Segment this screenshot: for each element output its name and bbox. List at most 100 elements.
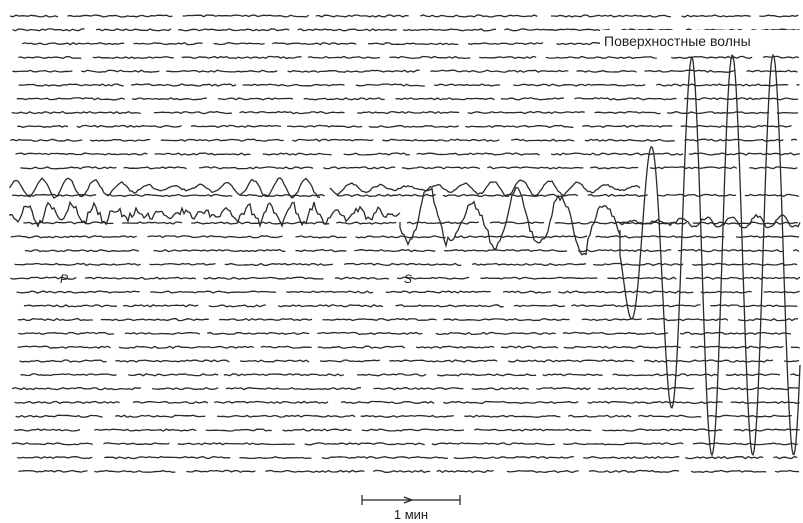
trace: [148, 236, 283, 238]
trace: [134, 43, 203, 45]
trace: [763, 56, 799, 58]
trace: [507, 471, 579, 473]
trace: [18, 471, 87, 473]
trace: [691, 470, 766, 472]
trace: [791, 139, 797, 140]
trace: [368, 43, 458, 45]
trace: [708, 415, 792, 417]
trace: [283, 429, 352, 431]
trace: [17, 457, 92, 459]
trace: [791, 374, 800, 375]
trace: [17, 291, 140, 293]
trace: [318, 346, 405, 348]
trace: [20, 167, 116, 169]
trace: [199, 167, 313, 169]
trace: [16, 153, 148, 155]
trace: [265, 470, 364, 472]
trace: [354, 250, 435, 252]
trace: [357, 374, 426, 376]
trace: [18, 57, 81, 59]
trace: [738, 319, 798, 321]
trace: [20, 360, 107, 362]
trace: [119, 346, 254, 348]
event-trace: [620, 215, 800, 228]
trace: [155, 153, 251, 155]
trace: [123, 305, 198, 307]
trace: [373, 470, 430, 472]
trace: [434, 84, 500, 86]
trace: [322, 457, 448, 459]
trace: [12, 443, 93, 445]
time-scale: [362, 495, 460, 505]
trace: [582, 125, 672, 127]
trace: [361, 416, 454, 418]
trace: [287, 125, 362, 127]
trace: [93, 57, 174, 59]
trace: [240, 360, 309, 362]
trace: [536, 388, 590, 390]
trace: [487, 167, 583, 169]
trace: [178, 443, 295, 445]
trace: [468, 43, 543, 45]
trace: [389, 360, 497, 362]
trace: [551, 153, 683, 155]
trace: [745, 194, 799, 196]
trace: [11, 236, 137, 238]
trace: [16, 415, 103, 417]
surface-waves-label: Поверхностные волны: [604, 33, 751, 49]
trace: [295, 250, 346, 252]
trace: [178, 29, 289, 31]
trace: [650, 167, 737, 169]
trace: [389, 57, 470, 59]
trace: [588, 194, 648, 196]
trace: [104, 443, 170, 445]
trace: [563, 332, 668, 334]
trace: [396, 305, 504, 307]
trace: [204, 277, 324, 279]
trace: [308, 57, 380, 59]
p-wave-label: P: [60, 272, 68, 286]
trace: [154, 112, 232, 114]
trace: [443, 402, 578, 404]
trace: [656, 84, 788, 86]
trace: [94, 429, 196, 431]
trace: [335, 277, 389, 279]
trace: [81, 70, 159, 72]
trace: [106, 194, 232, 196]
trace: [543, 374, 603, 376]
event-trace: [10, 178, 320, 198]
trace: [508, 360, 634, 362]
trace: [773, 457, 797, 459]
trace: [10, 139, 82, 141]
trace: [132, 98, 207, 100]
trace: [344, 153, 410, 155]
trace: [288, 70, 420, 72]
trace: [17, 98, 125, 100]
trace: [568, 415, 631, 417]
trace: [551, 15, 671, 17]
trace: [575, 98, 677, 100]
trace: [298, 29, 397, 31]
trace: [125, 333, 200, 335]
trace: [736, 236, 799, 238]
trace: [12, 112, 141, 114]
trace: [386, 291, 491, 293]
trace: [224, 374, 344, 376]
trace: [369, 126, 459, 128]
trace: [19, 84, 124, 86]
trace: [10, 15, 58, 17]
trace: [479, 56, 536, 58]
trace: [261, 346, 312, 348]
trace: [504, 29, 609, 31]
seismogram: Поверхностные волны P S 1 мин: [0, 0, 803, 523]
trace: [225, 264, 333, 266]
trace: [416, 346, 494, 348]
trace: [15, 263, 141, 265]
trace: [501, 98, 564, 100]
trace: [403, 29, 496, 31]
trace: [323, 319, 437, 321]
trace: [638, 415, 701, 417]
trace: [243, 84, 345, 86]
trace: [296, 236, 347, 238]
trace: [671, 57, 752, 59]
